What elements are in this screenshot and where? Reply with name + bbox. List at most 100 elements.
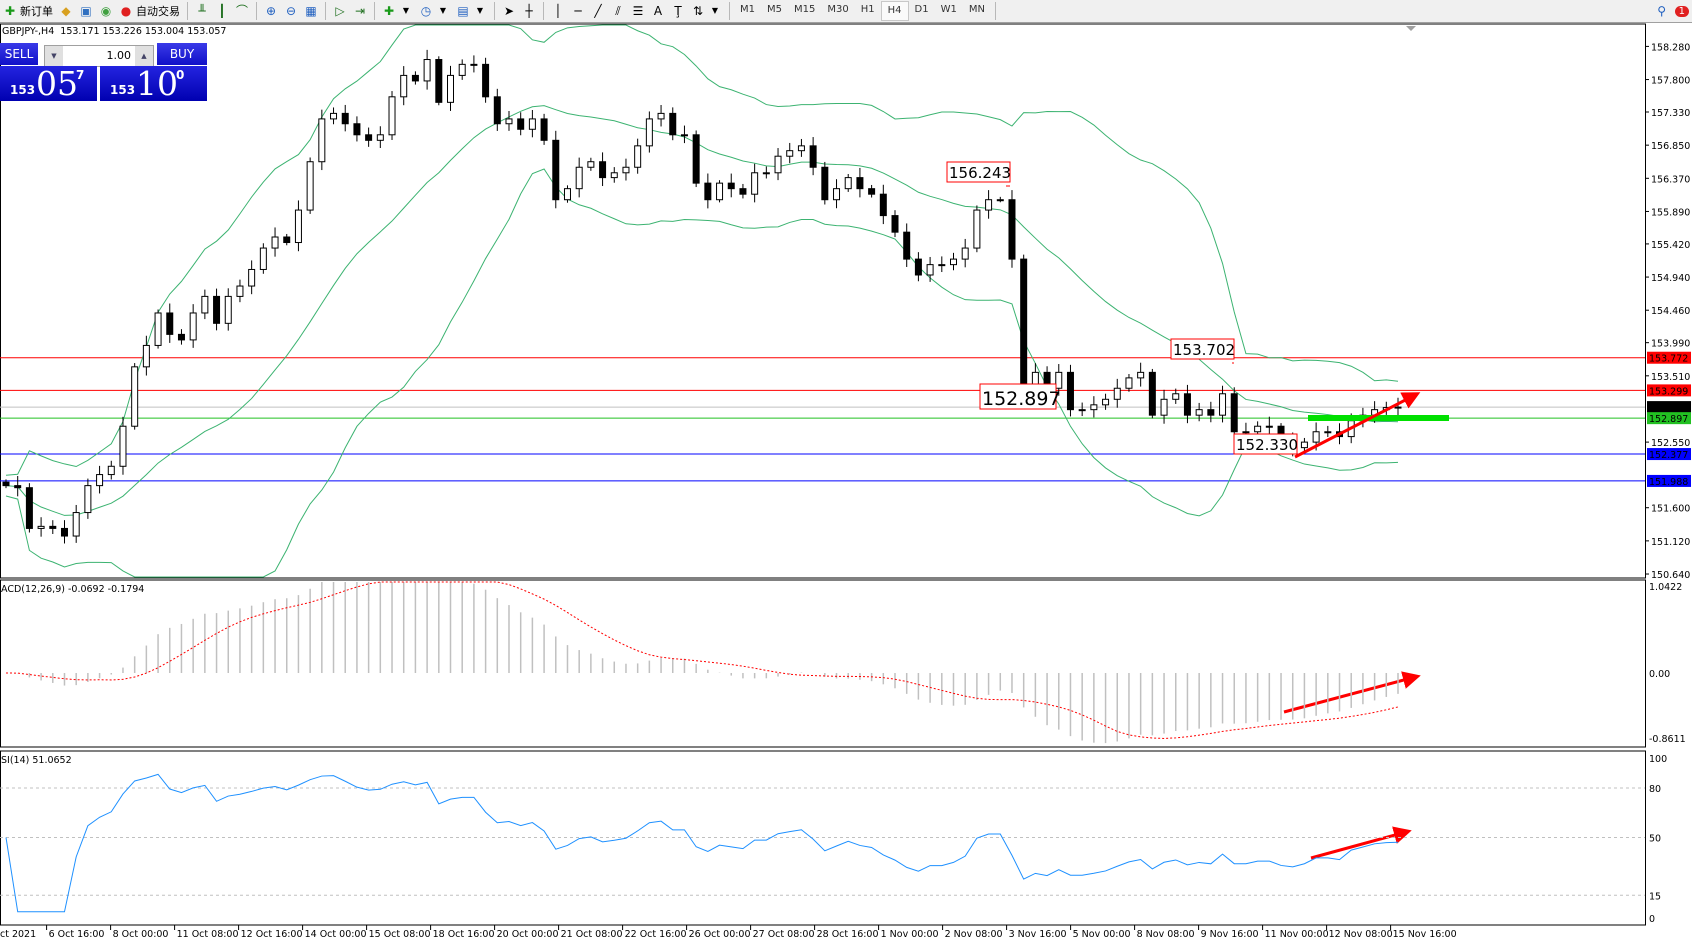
candle-body [716,182,724,201]
candle [1394,397,1402,416]
crosshair-button[interactable]: ┼ [519,1,539,21]
candle [1183,384,1191,424]
candle-body [540,118,548,141]
buy-price-small: 153 [110,83,136,97]
candle [622,158,630,181]
timeframe-h4[interactable]: H4 [880,1,909,21]
candle-body [131,366,139,427]
candle-body [821,166,829,201]
divider [256,2,257,20]
templates-button[interactable]: ▤ ▼ [453,1,490,21]
candle [517,112,525,136]
sell-price-button[interactable]: 153 05 7 [0,64,97,103]
signals-button[interactable]: ◉ [96,1,116,21]
candle-body [1102,398,1110,406]
candle-body [1300,441,1308,449]
candle [72,504,80,543]
buy-price-button[interactable]: 153 10 0 [100,64,207,103]
autoscroll-button[interactable]: ▷ [330,1,350,21]
arrows-button[interactable]: ⇅ ▼ [688,1,725,21]
candle-body [2,481,10,487]
candle [470,55,478,73]
channel-button[interactable]: ⫽ [608,1,628,21]
candle-body [622,166,630,174]
candle [692,130,700,188]
candle-body [119,425,127,467]
lot-decrease-button[interactable]: ▼ [45,46,63,66]
price-annotation: 152.897 [982,388,1061,410]
candle-body [610,172,618,179]
candle [1137,362,1145,387]
price-tick-label: 156.370 [1651,174,1690,185]
candlestick-button[interactable]: ┃ [212,1,232,21]
trendline-button[interactable]: ╱ [588,1,608,21]
notifications-button[interactable]: 1 [1672,1,1692,21]
periods-button[interactable]: ◷ ▼ [416,1,453,21]
search-button[interactable]: ⚲ [1652,1,1672,21]
candle-body [868,188,876,195]
history-button[interactable]: ◆ [56,1,76,21]
indicators-button[interactable]: ✚ ▼ [379,1,416,21]
timeframe-d1[interactable]: D1 [914,4,929,15]
new-order-button[interactable]: ✚ 新订单 [0,1,56,21]
candle-body [1195,409,1203,416]
tile-windows-button[interactable]: ▦ [301,1,321,21]
one-click-trading-panel: SELL ▼ 1.00 ▲ BUY 153 05 7 153 10 0 [0,43,207,103]
candle [786,142,794,164]
text-label-button[interactable]: Ţ [668,1,688,21]
candle [1219,385,1227,423]
rsi-trend-arrow [1310,826,1412,860]
macd-axis-label: -0.8611 [1649,734,1686,745]
lot-size-field[interactable]: ▼ 1.00 ▲ [44,45,154,67]
price-tick-label: 151.120 [1651,537,1690,548]
lot-size-value[interactable]: 1.00 [106,49,132,62]
time-axis-label: ct 2021 [0,929,36,940]
timeframe-mn[interactable]: MN [968,4,985,15]
timeframe-m5[interactable]: M5 [767,4,782,15]
candle-body [856,177,864,190]
auto-trading-button[interactable]: ● 自动交易 [116,1,183,21]
cursor-button[interactable]: ➤ [499,1,519,21]
timeframe-m1[interactable]: M1 [740,4,755,15]
candle-body [809,145,817,168]
sell-button[interactable]: SELL [0,43,38,65]
chart-shift-button[interactable]: ⇥ [350,1,370,21]
candle [1020,254,1028,393]
rsi-label: SI(14) 51.0652 [1,755,72,766]
chevron-down-icon: ▼ [476,6,484,15]
new-order-label: 新订单 [20,5,53,18]
vertical-line-button[interactable]: │ [548,1,568,21]
candle [587,157,595,171]
zoom-out-button[interactable]: ⊖ [281,1,301,21]
time-axis-label: 1 Nov 00:00 [881,929,939,940]
horizontal-line-button[interactable]: ─ [568,1,588,21]
candle-body [903,231,911,260]
crosshair-icon: ┼ [525,4,533,18]
line-chart-button[interactable]: ⌒ [232,1,252,21]
timeframe-m30[interactable]: M30 [827,4,849,15]
timeframe-w1[interactable]: W1 [940,4,957,15]
bar-chart-button[interactable]: ╨ [192,1,212,21]
candle-body [1324,431,1332,434]
lot-increase-button[interactable]: ▲ [135,46,153,66]
zoom-in-button[interactable]: ⊕ [261,1,281,21]
timeframe-h1[interactable]: H1 [860,4,875,15]
candle-body [751,172,759,195]
candle [903,223,911,267]
experts-button[interactable]: ▣ [76,1,96,21]
candle-body [961,247,969,260]
buy-button[interactable]: BUY [157,43,207,65]
fibonacci-button[interactable]: ☰ [628,1,648,21]
candle [1207,401,1215,423]
candle [1078,402,1086,417]
candle [177,329,185,345]
candle-body [107,465,115,476]
text-button[interactable]: A [648,1,668,21]
bar-chart-icon: ╨ [198,4,206,18]
rsi-axis-label: 0 [1649,914,1655,925]
candle-body [25,487,33,529]
divider [374,2,375,20]
candle [762,166,770,179]
timeframe-m15[interactable]: M15 [794,4,816,15]
